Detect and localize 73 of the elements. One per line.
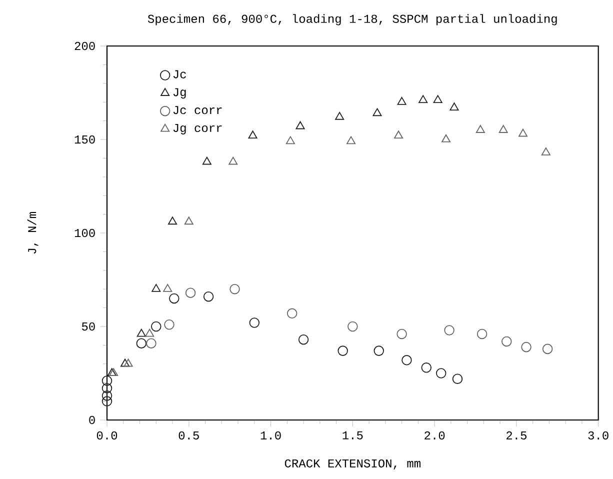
point (228, 156, 238, 165)
x-axis-title: CRACK EXTENSION, mm (284, 459, 420, 470)
x-tick-label: 0.5 (178, 431, 199, 440)
point (296, 121, 305, 130)
point (335, 112, 344, 120)
point (501, 336, 512, 347)
y-axis-title: J, N/m (27, 212, 38, 254)
point (397, 96, 406, 105)
point (348, 321, 358, 332)
point (163, 284, 172, 292)
x-tick-label: 0.0 (96, 431, 118, 440)
legend-label: Jg corr (173, 124, 222, 134)
y-tick-label: 0 (89, 416, 95, 424)
point (418, 95, 428, 104)
point (136, 328, 146, 337)
point (372, 108, 382, 116)
point (102, 396, 112, 406)
x-tick-label: 3.0 (588, 431, 608, 440)
point (521, 342, 532, 352)
legend-label: Jg (173, 88, 186, 99)
point (230, 284, 240, 294)
x-tick-label: 1.5 (342, 431, 363, 440)
point (203, 291, 214, 302)
point (164, 319, 174, 330)
point (248, 130, 258, 139)
point (184, 216, 194, 225)
point (394, 130, 404, 139)
legend-label: Jc (173, 70, 186, 78)
point (421, 362, 432, 373)
point (433, 95, 442, 104)
point (542, 344, 553, 354)
point (120, 358, 130, 367)
point (338, 346, 348, 356)
point (396, 328, 407, 340)
y-tick-label: 50 (82, 322, 95, 331)
point (151, 321, 162, 332)
x-tick-label: 2.5 (506, 431, 526, 440)
x-tick-label: 1.0 (260, 431, 281, 440)
point (169, 293, 180, 304)
point (450, 102, 459, 111)
point (476, 328, 488, 340)
y-tick-label: 200 (74, 42, 95, 50)
legend-label: Jc corr (173, 106, 222, 114)
point (286, 136, 295, 144)
point (298, 334, 309, 345)
point (102, 376, 112, 386)
point (452, 374, 463, 384)
point (402, 355, 412, 366)
point (168, 216, 178, 225)
point (444, 325, 454, 336)
y-tick-label: 150 (74, 135, 95, 144)
point (185, 288, 196, 298)
point (249, 318, 260, 328)
y-tick-label: 100 (74, 228, 95, 238)
x-tick-label: 2.0 (424, 431, 445, 440)
point (102, 383, 112, 394)
point (442, 134, 451, 142)
point (286, 308, 298, 319)
point (102, 390, 112, 401)
point (346, 136, 356, 144)
point (374, 346, 384, 356)
point (541, 147, 550, 156)
point (152, 284, 161, 292)
point (436, 368, 446, 378)
point (136, 338, 147, 348)
point (518, 128, 528, 137)
point (202, 156, 212, 165)
point (145, 328, 154, 337)
point (124, 358, 133, 367)
point (498, 125, 508, 133)
point (476, 125, 485, 133)
chart-title: Specimen 66, 900°C, loading 1-18, SSPCM partial unloading (148, 14, 557, 26)
point (146, 338, 156, 348)
